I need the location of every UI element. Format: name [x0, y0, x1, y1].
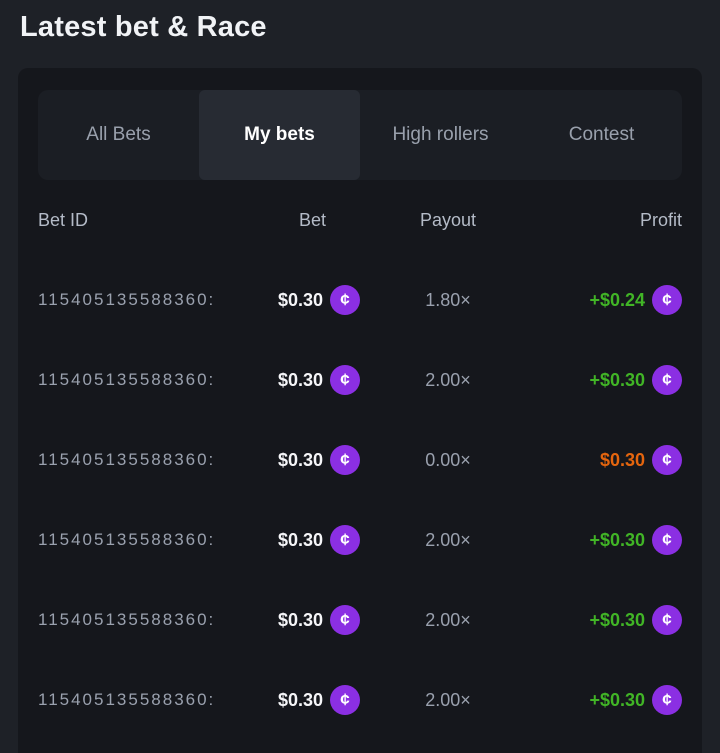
tab-all-bets[interactable]: All Bets: [38, 90, 199, 180]
profit-cell: +$0.24 ¢: [589, 285, 682, 315]
payout-value: 1.80×: [425, 289, 471, 310]
col-header-payout: Payout: [419, 209, 477, 230]
col-header-profit: Profit: [639, 209, 682, 230]
cent-coin-icon: ¢: [652, 525, 682, 555]
bet-cell: $0.30 ¢: [278, 285, 360, 315]
profit-value: +$0.30: [589, 369, 645, 390]
cent-coin-icon: ¢: [652, 365, 682, 395]
bet-cell: $0.30 ¢: [278, 445, 360, 475]
profit-cell: +$0.30 ¢: [589, 365, 682, 395]
profit-cell: +$0.30 ¢: [589, 605, 682, 635]
profit-cell: +$0.30 ¢: [589, 685, 682, 715]
bet-id-link[interactable]: 115405135588360:: [38, 450, 216, 469]
bet-amount: $0.30: [277, 369, 323, 390]
profit-value: +$0.30: [589, 609, 645, 630]
payout-value: 2.00×: [425, 529, 471, 550]
table-row: 115405135588360: $0.30 ¢ 0.00× $0.30 ¢: [38, 420, 682, 500]
bet-amount: $0.30: [277, 529, 323, 550]
bet-id-link[interactable]: 115405135588360:: [38, 290, 216, 309]
payout-value: 2.00×: [425, 689, 471, 710]
bet-cell: $0.30 ¢: [278, 605, 360, 635]
tab-contest-label: Contest: [568, 124, 635, 145]
bet-amount: $0.30: [277, 449, 323, 470]
bets-tabbar: All Bets My bets High rollers Contest: [38, 90, 682, 180]
bet-amount: $0.30: [277, 289, 323, 310]
tab-high-rollers-label: High rollers: [392, 124, 489, 145]
table-row: 115405135588360: $0.30 ¢ 2.00× +$0.30 ¢: [38, 580, 682, 660]
profit-value: $0.30: [599, 449, 645, 470]
bet-id-link[interactable]: 115405135588360:: [38, 530, 216, 549]
payout-value: 2.00×: [425, 369, 471, 390]
table-row: 115405135588360: $0.30 ¢ 1.80× +$0.24 ¢: [38, 260, 682, 340]
cent-coin-icon: ¢: [652, 685, 682, 715]
bet-amount: $0.30: [277, 609, 323, 630]
table-row: 115405135588360: $0.30 ¢ 2.00× +$0.30 ¢: [38, 660, 682, 740]
bet-cell: $0.30 ¢: [278, 365, 360, 395]
profit-value: +$0.24: [589, 289, 645, 310]
page-title: Latest bet & Race: [20, 11, 267, 43]
tab-my-bets-label: My bets: [244, 124, 315, 145]
latest-bets-panel: All Bets My bets High rollers Contest Be…: [18, 68, 702, 753]
table-body: 115405135588360: $0.30 ¢ 1.80× +$0.24 ¢ …: [38, 260, 682, 740]
bet-id-link[interactable]: 115405135588360:: [38, 690, 216, 709]
table-row: 115405135588360: $0.30 ¢ 2.00× +$0.30 ¢: [38, 340, 682, 420]
payout-value: 0.00×: [425, 449, 471, 470]
tab-my-bets[interactable]: My bets: [199, 90, 360, 180]
bet-cell: $0.30 ¢: [278, 525, 360, 555]
cent-coin-icon: ¢: [330, 685, 360, 715]
tab-high-rollers[interactable]: High rollers: [360, 90, 521, 180]
cent-coin-icon: ¢: [652, 605, 682, 635]
table-header-row: Bet ID Bet Payout Profit: [38, 180, 682, 260]
col-header-bet-id: Bet ID: [38, 209, 89, 230]
bet-id-link[interactable]: 115405135588360:: [38, 370, 216, 389]
bet-amount: $0.30: [277, 689, 323, 710]
cent-coin-icon: ¢: [330, 605, 360, 635]
table-row: 115405135588360: $0.30 ¢ 2.00× +$0.30 ¢: [38, 500, 682, 580]
bet-cell: $0.30 ¢: [278, 685, 360, 715]
tab-contest[interactable]: Contest: [521, 90, 682, 180]
cent-coin-icon: ¢: [330, 365, 360, 395]
profit-value: +$0.30: [589, 529, 645, 550]
bet-id-link[interactable]: 115405135588360:: [38, 610, 216, 629]
cent-coin-icon: ¢: [330, 285, 360, 315]
profit-cell: $0.30 ¢: [600, 445, 682, 475]
profit-cell: +$0.30 ¢: [589, 525, 682, 555]
col-header-bet: Bet: [298, 209, 326, 230]
profit-value: +$0.30: [589, 689, 645, 710]
cent-coin-icon: ¢: [652, 445, 682, 475]
cent-coin-icon: ¢: [652, 285, 682, 315]
cent-coin-icon: ¢: [330, 525, 360, 555]
cent-coin-icon: ¢: [330, 445, 360, 475]
tab-all-bets-label: All Bets: [86, 124, 151, 145]
payout-value: 2.00×: [425, 609, 471, 630]
